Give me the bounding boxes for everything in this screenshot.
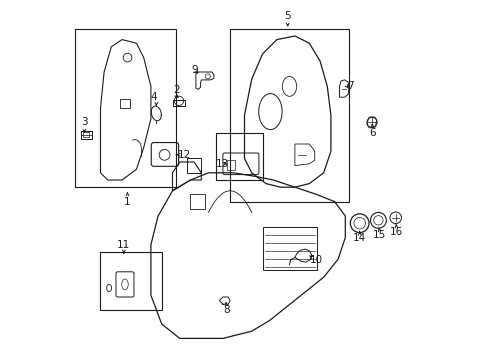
Text: 8: 8 bbox=[223, 305, 229, 315]
Text: 11: 11 bbox=[117, 240, 130, 250]
Text: 7: 7 bbox=[346, 81, 352, 91]
Text: 16: 16 bbox=[389, 227, 402, 237]
Bar bbox=[190, 194, 204, 209]
Text: 4: 4 bbox=[150, 92, 157, 102]
Text: 13: 13 bbox=[215, 159, 228, 169]
Text: 9: 9 bbox=[191, 65, 198, 75]
Text: 3: 3 bbox=[81, 117, 87, 127]
Bar bbox=[75, 29, 176, 187]
Text: 15: 15 bbox=[372, 230, 386, 240]
Text: 14: 14 bbox=[352, 233, 366, 243]
Text: 6: 6 bbox=[368, 128, 375, 138]
Bar bbox=[230, 29, 348, 202]
Bar bbox=[227, 160, 235, 170]
Bar bbox=[215, 133, 262, 180]
Bar bbox=[262, 227, 316, 270]
Text: 1: 1 bbox=[124, 197, 131, 207]
Text: 12: 12 bbox=[177, 150, 190, 160]
Text: 10: 10 bbox=[309, 255, 323, 265]
Bar bbox=[101, 252, 162, 310]
Text: 5: 5 bbox=[284, 11, 290, 21]
Bar bbox=[81, 131, 92, 139]
Text: 2: 2 bbox=[172, 85, 179, 95]
Bar bbox=[82, 132, 88, 137]
Bar bbox=[120, 99, 130, 108]
Bar bbox=[173, 100, 184, 106]
